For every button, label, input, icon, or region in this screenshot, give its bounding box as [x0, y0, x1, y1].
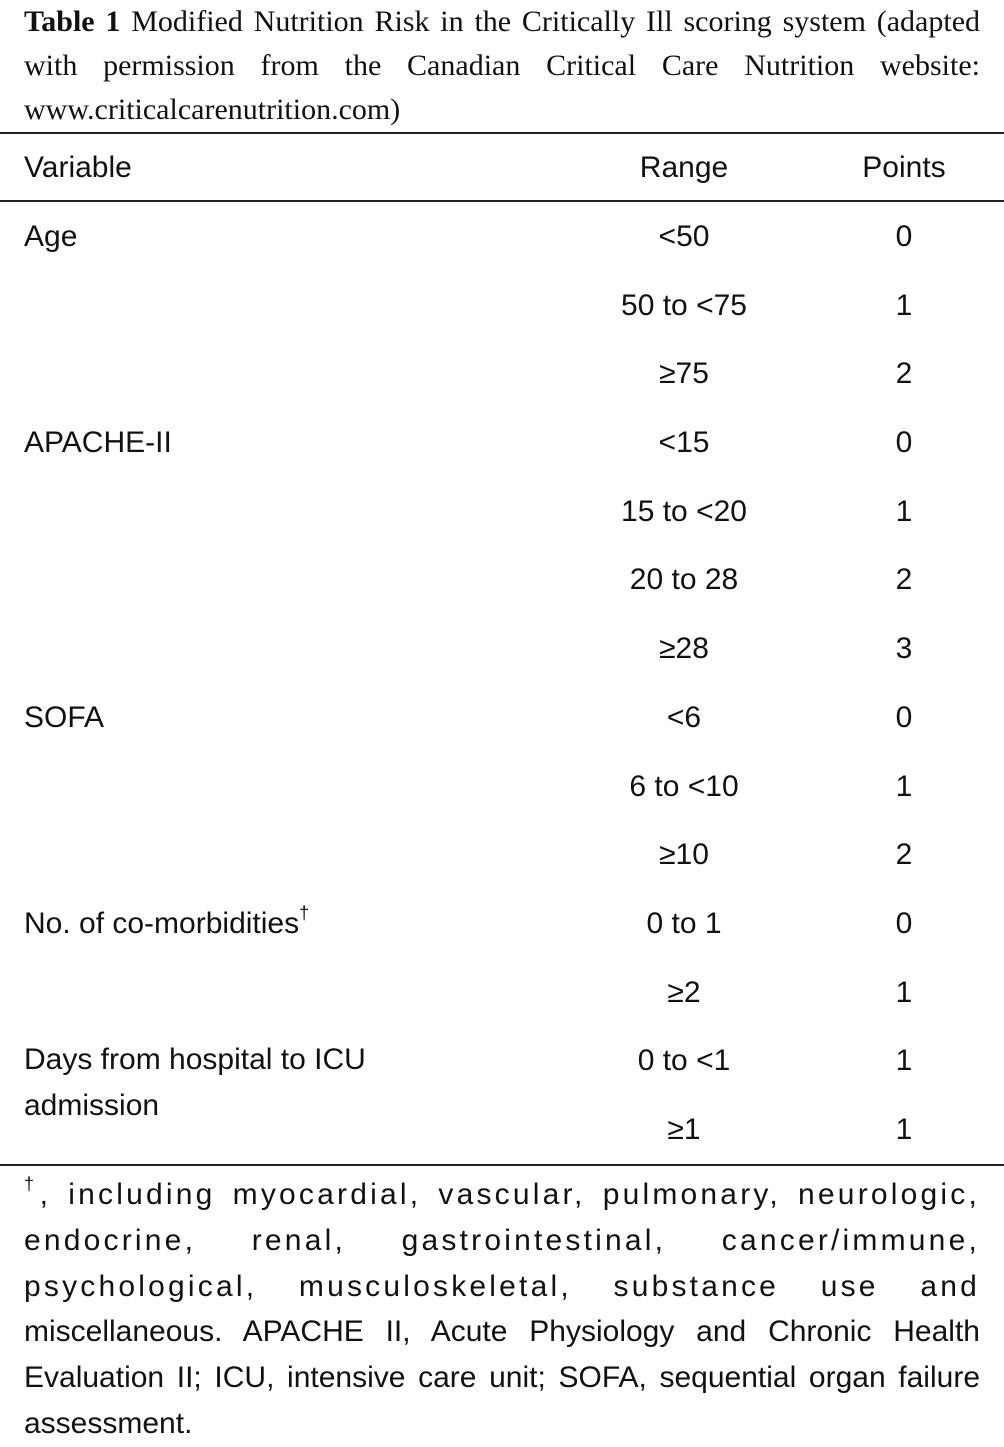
cell-range: 15 to <20 — [621, 494, 747, 528]
header-variable: Variable — [24, 151, 132, 185]
table-caption-label: Table 1 — [24, 5, 121, 38]
cell-range: 6 to <10 — [629, 769, 739, 803]
cell-points: 1 — [895, 769, 913, 803]
table-row: Age <50 0 — [0, 203, 1004, 272]
cell-range: 50 to <75 — [621, 288, 747, 322]
cell-range: ≥2 — [667, 975, 701, 1009]
header-points: Points — [862, 151, 946, 185]
cell-points: 3 — [895, 632, 913, 666]
cell-variable — [0, 271, 564, 340]
cell-points: 2 — [895, 357, 913, 391]
table-row: ≥2 1 — [0, 958, 1004, 1027]
table-row: Days from hospital to ICU admission 0 to… — [0, 1027, 1004, 1122]
table-footnote: †, including myocardial, vascular, pulmo… — [24, 1172, 980, 1447]
cell-variable — [0, 958, 564, 1027]
cell-points: 0 — [895, 220, 913, 254]
footnote-comorbidity-list: , including myocardial, vascular, pulmon… — [24, 1178, 980, 1303]
cell-range: ≥75 — [659, 357, 709, 391]
table-row: 15 to <20 1 — [0, 477, 1004, 546]
cell-range: ≥10 — [659, 838, 709, 872]
cell-variable — [0, 477, 564, 546]
cell-points: 1 — [895, 288, 913, 322]
cell-range: <6 — [666, 700, 702, 734]
dagger-mark: † — [299, 902, 310, 923]
cell-range: 20 to 28 — [629, 563, 739, 597]
table-header-row: Variable Range Points — [0, 134, 1004, 203]
cell-range: ≥28 — [659, 632, 709, 666]
header-range: Range — [639, 151, 729, 185]
cell-variable — [0, 821, 564, 890]
cell-variable — [0, 546, 564, 615]
cell-range: <15 — [658, 426, 710, 460]
footnote-dagger-mark: † — [24, 1174, 40, 1194]
table-row: ≥28 3 — [0, 615, 1004, 684]
cell-points: 2 — [895, 563, 913, 597]
cell-range: 0 to <1 — [637, 1044, 731, 1078]
table-row: APACHE-II <15 0 — [0, 409, 1004, 478]
footnote-abbreviations: miscellaneous. APACHE II, Acute Physiolo… — [24, 1315, 980, 1440]
cell-variable: No. of co-morbidities† — [0, 890, 564, 959]
table-row: 50 to <75 1 — [0, 271, 1004, 340]
cell-variable — [0, 752, 564, 821]
cell-variable — [0, 340, 564, 409]
table-row: SOFA <6 0 — [0, 684, 1004, 753]
cell-variable-text: No. of co-morbidities — [24, 906, 300, 940]
cell-points: 0 — [895, 906, 913, 940]
cell-range: ≥1 — [667, 1112, 701, 1146]
cell-points: 2 — [895, 838, 913, 872]
cell-variable — [0, 615, 564, 684]
cell-variable: Age — [24, 220, 78, 254]
cell-points: 0 — [895, 426, 913, 460]
cell-points: 1 — [895, 494, 913, 528]
table-row: No. of co-morbidities† 0 to 1 0 — [0, 890, 1004, 959]
table-row: 20 to 28 2 — [0, 546, 1004, 615]
table-caption-text: Modified Nutrition Risk in the Criticall… — [24, 5, 981, 126]
cell-variable: SOFA — [24, 700, 105, 734]
table-row: ≥1 1 — [0, 1096, 1004, 1165]
cell-points: 1 — [895, 975, 913, 1009]
table-caption: Table 1 Modified Nutrition Risk in the C… — [24, 0, 980, 132]
nutric-score-table: Variable Range Points Age <50 0 50 to <7… — [0, 134, 1004, 1164]
cell-range: <50 — [658, 220, 710, 254]
bottom-rule — [0, 1164, 1004, 1166]
cell-range: 0 to 1 — [646, 906, 722, 940]
table-row: ≥75 2 — [0, 340, 1004, 409]
table-row: ≥10 2 — [0, 821, 1004, 890]
cell-variable: Days from hospital to ICU admission — [0, 1027, 564, 1164]
cell-points: 0 — [895, 700, 913, 734]
table-row: 6 to <10 1 — [0, 752, 1004, 821]
header-rule — [0, 200, 1004, 202]
top-rule — [0, 132, 1004, 134]
cell-variable: APACHE-II — [24, 426, 172, 460]
cell-variable-text: Days from hospital to ICU admission — [24, 1042, 366, 1122]
cell-points: 1 — [895, 1044, 913, 1078]
cell-points: 1 — [895, 1112, 913, 1146]
